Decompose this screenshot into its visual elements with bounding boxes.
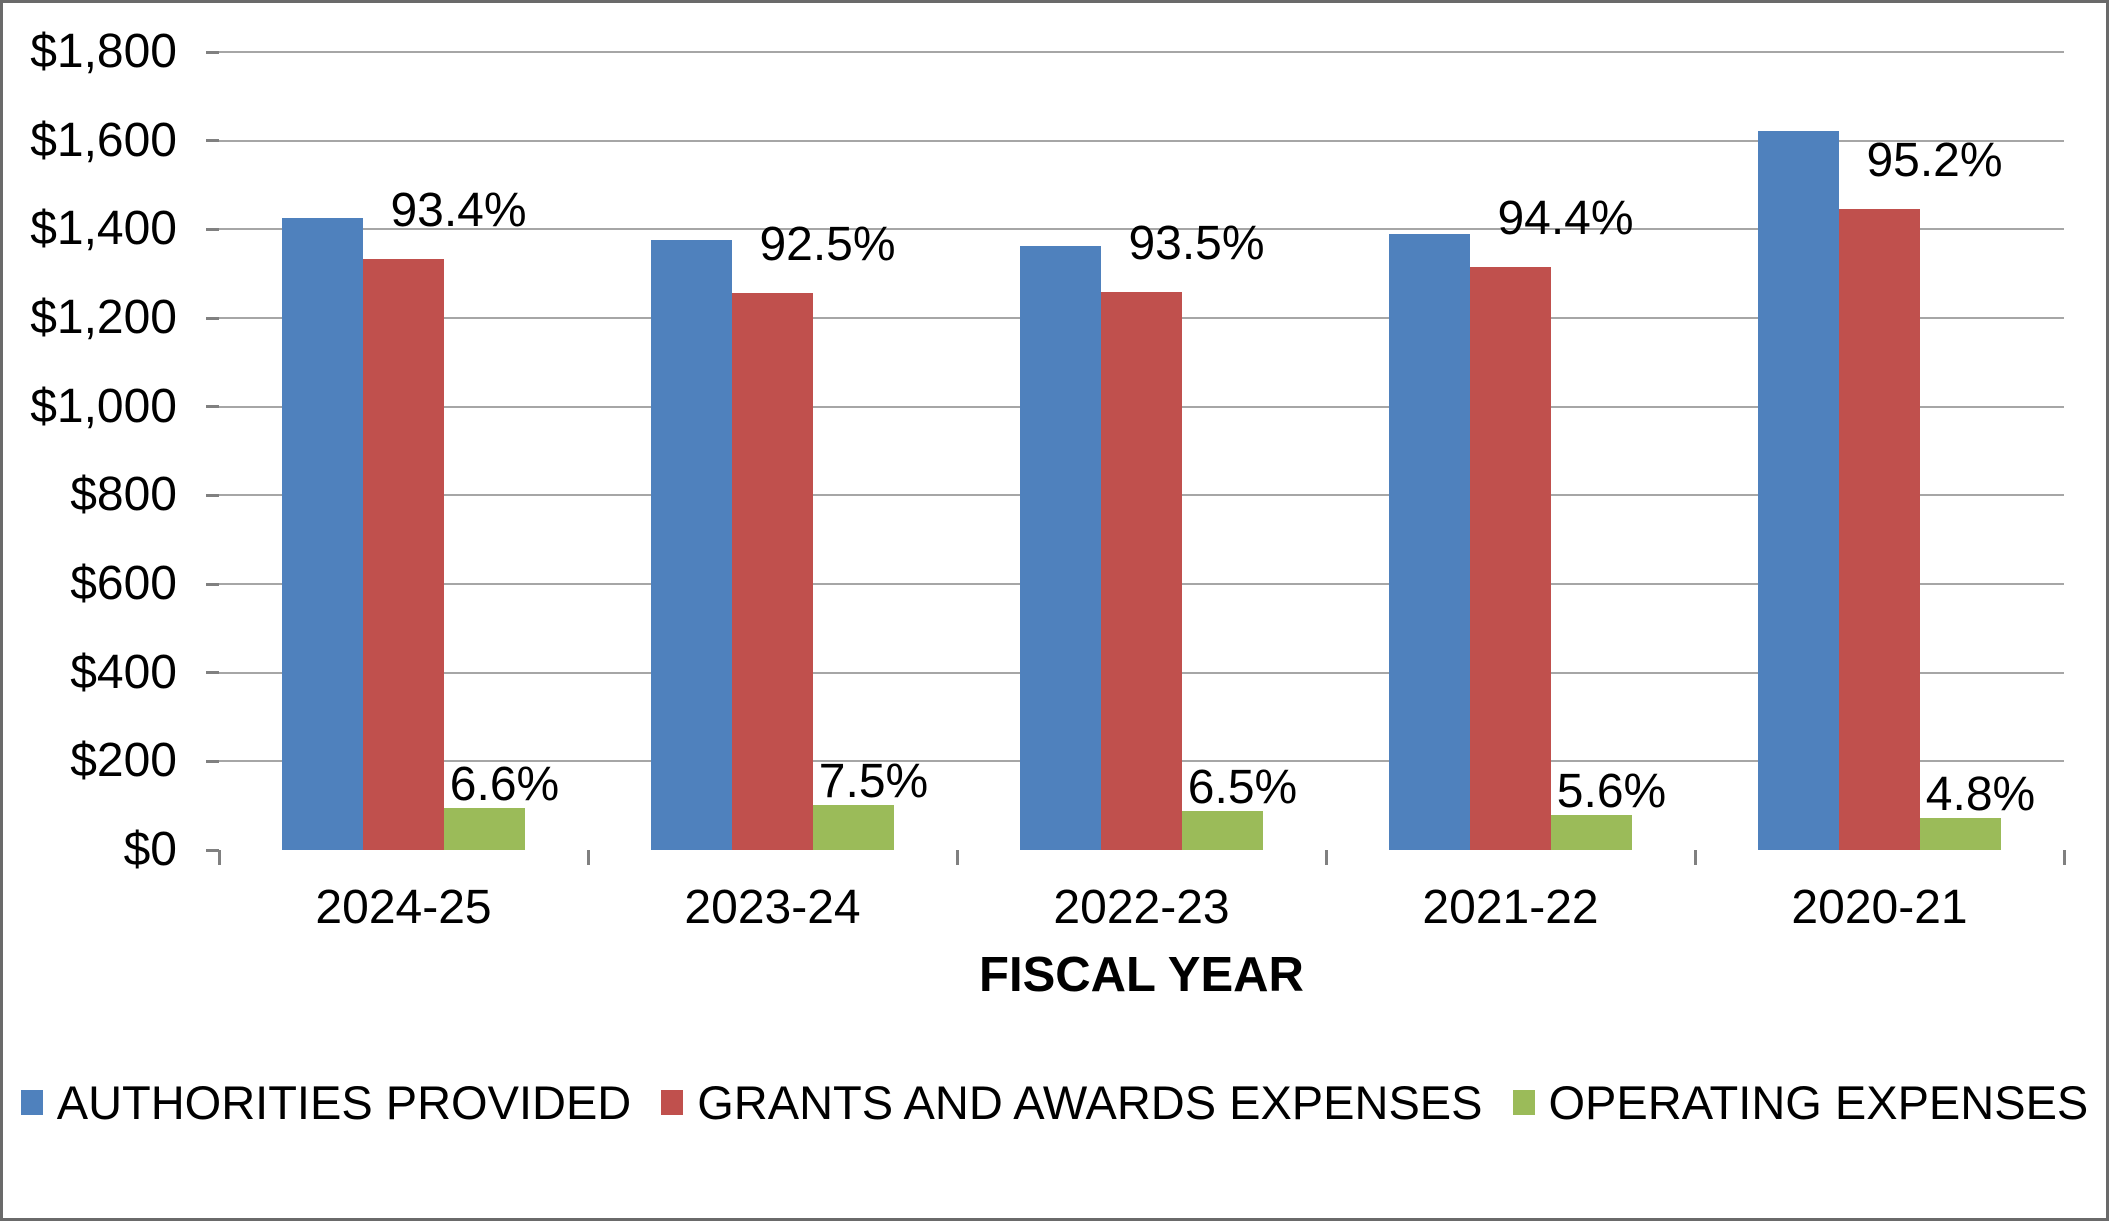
data-label: 93.5%: [1128, 217, 1265, 270]
legend-item: AUTHORITIES PROVIDED: [20, 1075, 632, 1129]
x-axis-tick: [586, 850, 590, 865]
bar-grants-and-awards-expenses: [1839, 209, 1920, 850]
x-axis-category-label: 2023-24: [684, 881, 861, 934]
gridline: [219, 51, 2064, 53]
y-axis-tick-label: $400: [70, 645, 177, 699]
data-label: 7.5%: [818, 755, 929, 808]
y-axis-tick: [206, 139, 219, 143]
data-label: 6.6%: [449, 758, 560, 811]
y-axis-tick-label: $1,000: [30, 379, 177, 433]
x-axis-line: [217, 849, 2066, 852]
y-axis-tick-label: $1,600: [30, 113, 177, 167]
bar-grants-and-awards-expenses: [1470, 267, 1551, 850]
x-axis-tick: [2062, 850, 2066, 865]
legend-label: AUTHORITIES PROVIDED: [56, 1075, 632, 1129]
bar-authorities-provided: [282, 218, 363, 850]
bar-authorities-provided: [1389, 234, 1470, 850]
y-axis-line: [217, 49, 220, 851]
x-axis-title: FISCAL YEAR: [979, 948, 1304, 1002]
y-axis-tick: [206, 316, 219, 320]
data-label: 4.8%: [1925, 768, 2036, 821]
y-axis-tick: [206, 493, 219, 497]
y-axis-tick-label: $600: [70, 557, 177, 610]
y-axis-tick: [206, 759, 219, 763]
y-axis-tick: [206, 227, 219, 231]
y-axis-tick-label: $0: [123, 823, 177, 876]
bar-grants-and-awards-expenses: [1101, 292, 1182, 850]
bar-grants-and-awards-expenses: [363, 259, 444, 850]
gridline: [219, 139, 2064, 142]
x-axis-category-label: 2021-22: [1422, 881, 1599, 934]
y-axis-tick-label: $200: [70, 734, 177, 788]
data-label: 6.5%: [1187, 761, 1298, 814]
bar-operating-expenses: [1551, 815, 1632, 850]
legend-swatch-operating-expenses: [1512, 1089, 1535, 1115]
y-axis-tick: [206, 50, 219, 54]
legend-item: OPERATING EXPENSES: [1512, 1075, 2089, 1129]
data-label: 92.5%: [759, 218, 896, 271]
bar-grants-and-awards-expenses: [732, 293, 813, 850]
y-axis-tick-label: $1,800: [30, 25, 177, 78]
y-axis-tick-label: $1,400: [30, 202, 177, 256]
data-label: 95.2%: [1866, 134, 2003, 187]
data-label: 5.6%: [1556, 765, 1667, 818]
bar-operating-expenses: [813, 805, 894, 850]
y-axis-tick: [206, 671, 219, 675]
y-axis-tick-label: $800: [70, 468, 177, 522]
legend: AUTHORITIES PROVIDED GRANTS AND AWARDS EX…: [0, 1076, 2109, 1128]
legend-swatch-authorities-provided: [20, 1089, 43, 1115]
x-axis-category-label: 2022-23: [1053, 881, 1230, 934]
bar-operating-expenses: [1182, 811, 1263, 850]
bar-authorities-provided: [651, 240, 732, 850]
y-axis-tick: [206, 405, 219, 409]
bar-authorities-provided: [1758, 131, 1839, 850]
y-axis-tick: [206, 582, 219, 586]
data-label: 94.4%: [1497, 192, 1634, 245]
x-axis-category-label: 2020-21: [1791, 881, 1968, 934]
bar-operating-expenses: [1920, 818, 2001, 850]
bar-operating-expenses: [444, 808, 525, 850]
legend-item: GRANTS AND AWARDS EXPENSES: [661, 1075, 1483, 1129]
legend-label: OPERATING EXPENSES: [1548, 1075, 2089, 1129]
x-axis-category-label: 2024-25: [315, 881, 492, 934]
data-label: 93.4%: [390, 184, 527, 237]
legend-label: GRANTS AND AWARDS EXPENSES: [697, 1075, 1483, 1129]
x-axis-tick: [955, 850, 959, 865]
y-axis-tick: [206, 848, 219, 852]
x-axis-tick: [1324, 850, 1328, 865]
x-axis-tick: [1693, 850, 1697, 865]
gridline: [219, 228, 2064, 231]
y-axis-tick-label: $1,200: [30, 291, 177, 344]
bar-authorities-provided: [1020, 246, 1101, 850]
plot-area: 93.4% 6.6% 92.5% 7.5% 93.5% 6.5% 94.4% 5.6% 95.2…: [219, 51, 2064, 850]
legend-swatch-grants-and-awards-expenses: [661, 1089, 684, 1115]
x-axis-tick: [217, 850, 221, 865]
